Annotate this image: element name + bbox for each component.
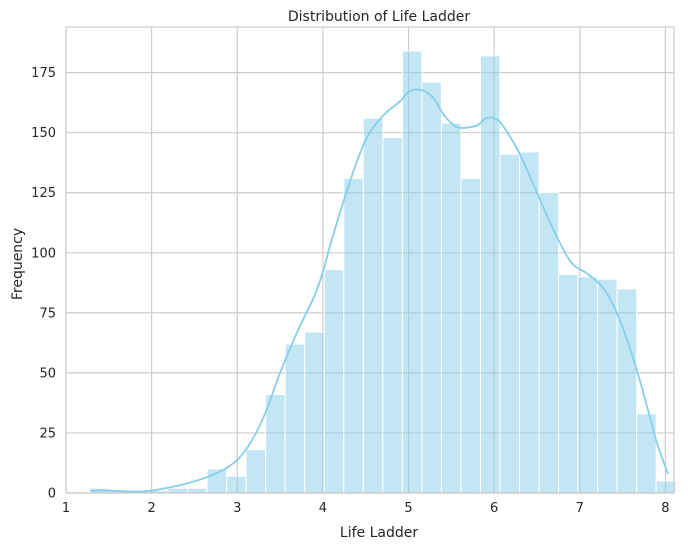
y-axis-label: Frequency: [10, 228, 26, 300]
histogram-bar: [226, 475, 247, 494]
x-tick-label: 1: [62, 501, 70, 516]
histogram-bar: [265, 394, 286, 494]
histogram-bar: [538, 192, 560, 494]
histogram-bar: [323, 269, 345, 494]
y-tick-label: 100: [31, 246, 56, 261]
histogram-bar: [655, 480, 677, 494]
y-tick-label: 75: [39, 306, 56, 321]
histogram-bar: [499, 153, 521, 494]
histogram-bar: [401, 50, 423, 494]
histogram-bar: [421, 81, 442, 494]
histogram-bar: [187, 487, 208, 494]
x-tick-label: 6: [490, 501, 498, 516]
x-tick-label: 3: [233, 501, 241, 516]
histogram-bars: [89, 50, 677, 494]
histogram-bar: [460, 177, 481, 494]
y-tick-label: 175: [31, 66, 56, 81]
histogram-bar: [304, 331, 325, 494]
x-tick-label: 7: [576, 501, 584, 516]
x-tick-label: 5: [404, 501, 412, 516]
y-tick-label: 50: [39, 366, 56, 381]
histogram-bar: [167, 487, 189, 494]
histogram-bar: [284, 343, 306, 494]
plot-frame: [65, 26, 675, 494]
kde-curve: [89, 88, 669, 493]
chart-title: Distribution of Life Ladder: [288, 9, 471, 25]
histogram-bar: [577, 276, 599, 494]
histogram-bar: [440, 122, 462, 494]
histogram-bar: [382, 136, 403, 494]
histogram-bar: [362, 117, 384, 494]
y-tick-labels: 0 25 50 75 100 125 150 175: [31, 66, 56, 501]
x-tick-label: 2: [147, 501, 155, 516]
x-tick-label: 8: [661, 501, 669, 516]
y-tick-label: 125: [31, 186, 56, 201]
histogram-bar: [597, 278, 618, 494]
histogram-bar: [343, 177, 364, 494]
histogram-bar: [636, 413, 657, 494]
y-tick-label: 150: [31, 126, 56, 141]
x-tick-labels: 1 2 3 4 5 6 7 8: [62, 501, 670, 516]
y-tick-label: 0: [48, 487, 56, 502]
histogram-bar: [519, 151, 540, 494]
histogram-bar: [479, 55, 501, 494]
histogram-bar: [558, 273, 579, 494]
histogram-bar: [245, 449, 267, 494]
y-tick-label: 25: [39, 426, 56, 441]
x-axis-label: Life Ladder: [340, 525, 418, 541]
x-tick-label: 4: [319, 501, 327, 516]
